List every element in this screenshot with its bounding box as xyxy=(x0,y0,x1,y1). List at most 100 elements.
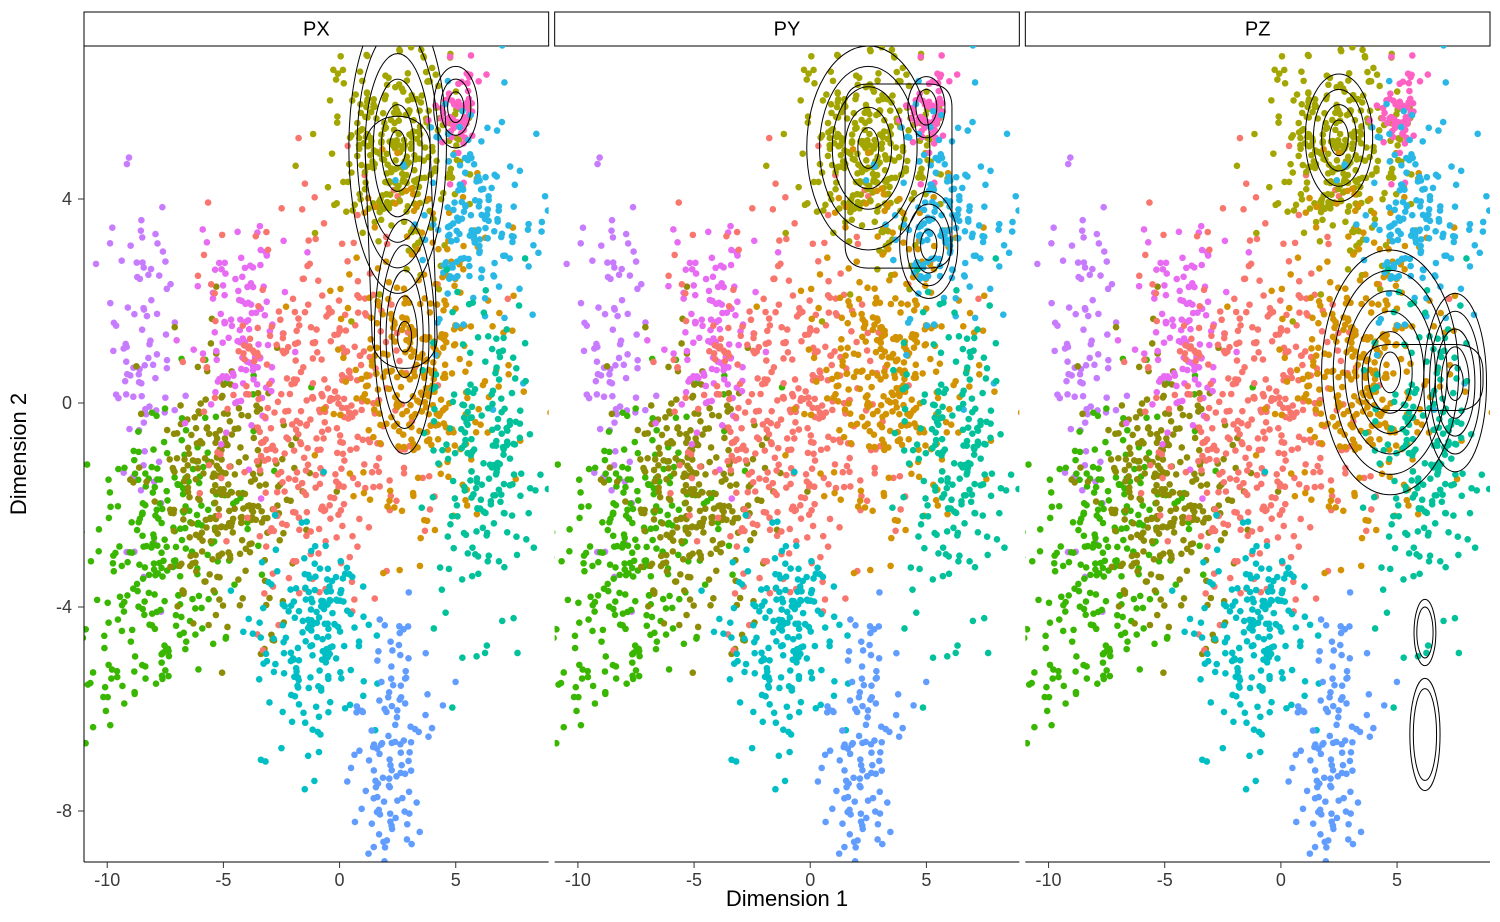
scatter-point xyxy=(844,632,851,639)
scatter-point xyxy=(644,455,651,462)
scatter-point xyxy=(905,127,912,134)
scatter-point xyxy=(256,676,263,683)
scatter-point xyxy=(617,621,624,628)
scatter-point xyxy=(874,315,881,322)
scatter-point xyxy=(1097,459,1104,466)
scatter-point xyxy=(974,326,981,333)
scatter-point xyxy=(705,229,712,236)
scatter-point xyxy=(598,638,605,645)
scatter-point xyxy=(465,389,472,396)
scatter-point xyxy=(827,747,834,754)
scatter-point xyxy=(246,326,253,333)
scatter-point xyxy=(896,196,903,203)
scatter-point xyxy=(496,558,503,565)
scatter-point xyxy=(256,533,263,540)
scatter-point xyxy=(566,526,573,533)
scatter-point xyxy=(464,395,471,402)
scatter-point xyxy=(601,393,608,400)
scatter-point xyxy=(355,309,362,316)
scatter-point xyxy=(288,692,295,699)
scatter-point xyxy=(127,242,134,249)
scatter-point xyxy=(316,749,323,756)
scatter-point xyxy=(926,98,933,105)
scatter-point xyxy=(281,650,288,657)
scatter-point xyxy=(142,663,149,670)
scatter-point xyxy=(151,566,158,573)
scatter-point xyxy=(274,568,281,575)
scatter-point xyxy=(630,204,637,211)
scatter-point xyxy=(361,209,368,216)
scatter-point xyxy=(478,412,485,419)
scatter-point xyxy=(689,266,696,273)
scatter-point xyxy=(491,260,498,267)
scatter-point xyxy=(278,205,285,212)
scatter-point xyxy=(753,634,760,641)
scatter-point xyxy=(955,235,962,242)
scatter-point xyxy=(838,345,845,352)
scatter-point xyxy=(498,491,505,498)
scatter-point xyxy=(859,367,866,374)
scatter-point xyxy=(702,471,709,478)
scatter-point xyxy=(482,358,489,365)
scatter-point xyxy=(786,550,793,557)
scatter-point xyxy=(305,572,312,579)
scatter-point xyxy=(606,428,613,435)
scatter-point xyxy=(710,335,717,342)
scatter-point xyxy=(1104,331,1111,338)
scatter-point xyxy=(837,295,844,302)
scatter-point xyxy=(836,850,843,857)
scatter-point xyxy=(610,532,617,539)
scatter-point xyxy=(863,157,870,164)
scatter-point xyxy=(703,383,710,390)
scatter-point xyxy=(380,110,387,117)
scatter-point xyxy=(208,281,215,288)
scatter-point xyxy=(984,552,991,559)
scatter-point xyxy=(879,0,886,2)
scatter-point xyxy=(437,471,444,478)
scatter-point xyxy=(473,178,480,185)
scatter-point xyxy=(303,397,310,404)
scatter-point xyxy=(430,447,437,454)
scatter-point xyxy=(484,206,491,213)
scatter-point xyxy=(434,319,441,326)
scatter-point xyxy=(530,242,537,249)
scatter-point xyxy=(517,435,524,442)
scatter-point xyxy=(988,493,995,500)
scatter-point xyxy=(408,0,415,2)
scatter-point xyxy=(219,339,226,346)
scatter-point xyxy=(392,722,399,729)
scatter-point xyxy=(255,353,262,360)
scatter-point xyxy=(171,527,178,534)
scatter-point xyxy=(941,161,948,168)
scatter-point xyxy=(956,475,963,482)
scatter-point xyxy=(336,328,343,335)
scatter-point xyxy=(494,127,501,134)
scatter-point xyxy=(1024,354,1031,361)
scatter-point xyxy=(368,727,375,734)
scatter-point xyxy=(485,197,492,204)
scatter-point xyxy=(376,468,383,475)
scatter-point xyxy=(579,675,586,682)
scatter-point xyxy=(325,709,332,716)
scatter-point xyxy=(239,335,246,342)
scatter-point xyxy=(774,518,781,525)
scatter-point xyxy=(268,425,275,432)
scatter-point xyxy=(299,629,306,636)
scatter-point xyxy=(338,675,345,682)
scatter-point xyxy=(682,394,689,401)
scatter-point xyxy=(347,611,354,618)
scatter-point xyxy=(847,697,854,704)
scatter-point xyxy=(401,465,408,472)
scatter-point xyxy=(838,152,845,159)
scatter-point xyxy=(288,649,295,656)
scatter-point xyxy=(718,301,725,308)
scatter-point xyxy=(822,819,829,826)
scatter-point xyxy=(1080,393,1087,400)
scatter-point xyxy=(271,409,278,416)
scatter-point xyxy=(726,542,733,549)
scatter-point xyxy=(1009,219,1016,226)
facet-label: PZ xyxy=(1245,18,1271,40)
scatter-point xyxy=(443,441,450,448)
scatter-point xyxy=(204,364,211,371)
scatter-point xyxy=(732,312,739,319)
